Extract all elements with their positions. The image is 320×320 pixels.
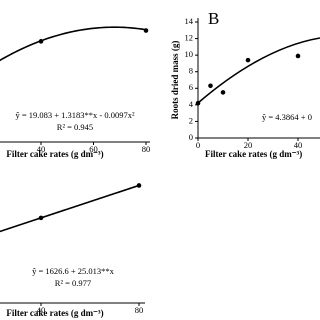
- x-tick-label: 40: [294, 140, 303, 150]
- y-axis-title: Roots dried mass (g): [170, 41, 180, 120]
- data-point: [38, 215, 44, 221]
- fit-curve: [0, 184, 140, 233]
- data-point: [195, 100, 201, 106]
- equation: ŷ = 19.083 + 1.3183**x - 0.0097x²: [15, 110, 135, 120]
- data-point: [295, 53, 301, 59]
- x-tick-label: 80: [142, 144, 151, 154]
- r-squared: R² = 0.977: [55, 278, 91, 288]
- data-point: [143, 28, 149, 33]
- x-tick-label: 80: [135, 305, 144, 315]
- x-axis-title: Filter cake rates (g dm⁻³): [205, 149, 302, 159]
- x-axis-title: Filter cake rates (g dm⁻³): [6, 308, 103, 318]
- y-tick-label: 4: [189, 99, 194, 109]
- y-tick-label: 2: [189, 115, 193, 125]
- data-point: [208, 83, 213, 89]
- data-point: [136, 183, 142, 188]
- y-tick-label: 8: [189, 66, 193, 76]
- y-tick-label: 10: [185, 49, 194, 59]
- x-axis-title: Filter cake rates (g dm⁻³): [6, 149, 103, 159]
- data-point: [38, 39, 44, 44]
- r-squared: R² = 0.945: [57, 122, 93, 132]
- y-tick-label: 6: [189, 82, 193, 92]
- data-point: [245, 57, 251, 63]
- y-tick-label: 14: [185, 16, 194, 26]
- panel-label: B: [208, 9, 219, 28]
- fit-curve: [0, 26, 147, 62]
- fit-curve: [197, 37, 320, 104]
- data-point: [220, 90, 226, 95]
- x-tick-label: 20: [244, 140, 253, 150]
- x-tick-label: 40: [37, 305, 46, 315]
- x-tick-label: 0: [196, 140, 200, 150]
- equation: ŷ = 4.3864 + 0: [262, 112, 312, 122]
- x-tick-label: 60: [89, 144, 98, 154]
- y-tick-label: 0: [189, 132, 193, 142]
- y-tick-label: 12: [185, 33, 194, 43]
- equation: ŷ = 1626.6 + 25.013**x: [32, 266, 115, 276]
- x-tick-label: 40: [37, 144, 46, 154]
